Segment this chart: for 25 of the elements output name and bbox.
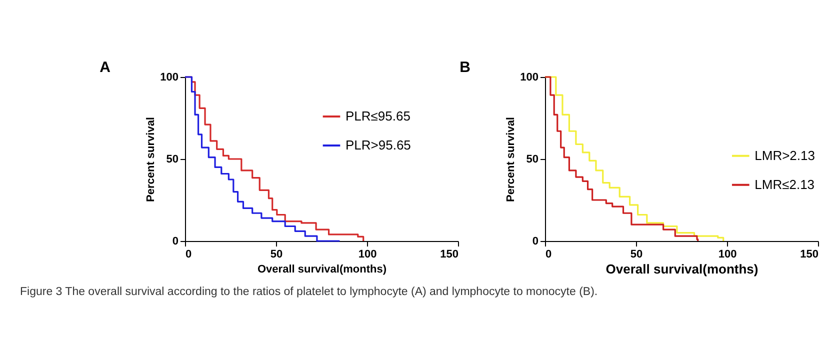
x-tick-label: 50 [630,248,643,260]
chart-title: B [460,59,471,76]
legend-label: LMR>2.13 [754,148,815,163]
x-tick-label: 100 [718,248,737,260]
y-tick-label: 50 [166,154,178,166]
y-axis-title: Percent survival [145,117,158,202]
legend-label: LMR≤2.13 [754,176,815,192]
caption: Figure 3 The overall survival according to the ratios of platelet to lymphocyte (A) and lymphocyte to monocyte (B). [20,286,598,298]
legend-label: PLR>95.65 [346,138,411,153]
y-tick-label: 0 [532,236,538,248]
x-axis-title: Overall survival(months) [606,262,758,276]
y-axis-title: Percent survival [505,117,518,202]
y-tick-label: 50 [526,154,538,166]
x-tick-label: 0 [186,248,192,260]
x-tick-label: 150 [800,248,818,260]
x-axis-title: Overall survival(months) [258,264,387,276]
chart-title: A [100,59,111,76]
x-tick-label: 100 [358,248,377,260]
legend-label: PLR≤95.65 [346,108,410,124]
x-tick-label: 150 [440,248,458,260]
y-tick-label: 100 [160,72,178,84]
y-tick-label: 100 [520,72,538,84]
y-tick-label: 0 [172,236,178,248]
x-tick-label: 0 [546,248,552,260]
x-tick-label: 50 [270,248,283,260]
